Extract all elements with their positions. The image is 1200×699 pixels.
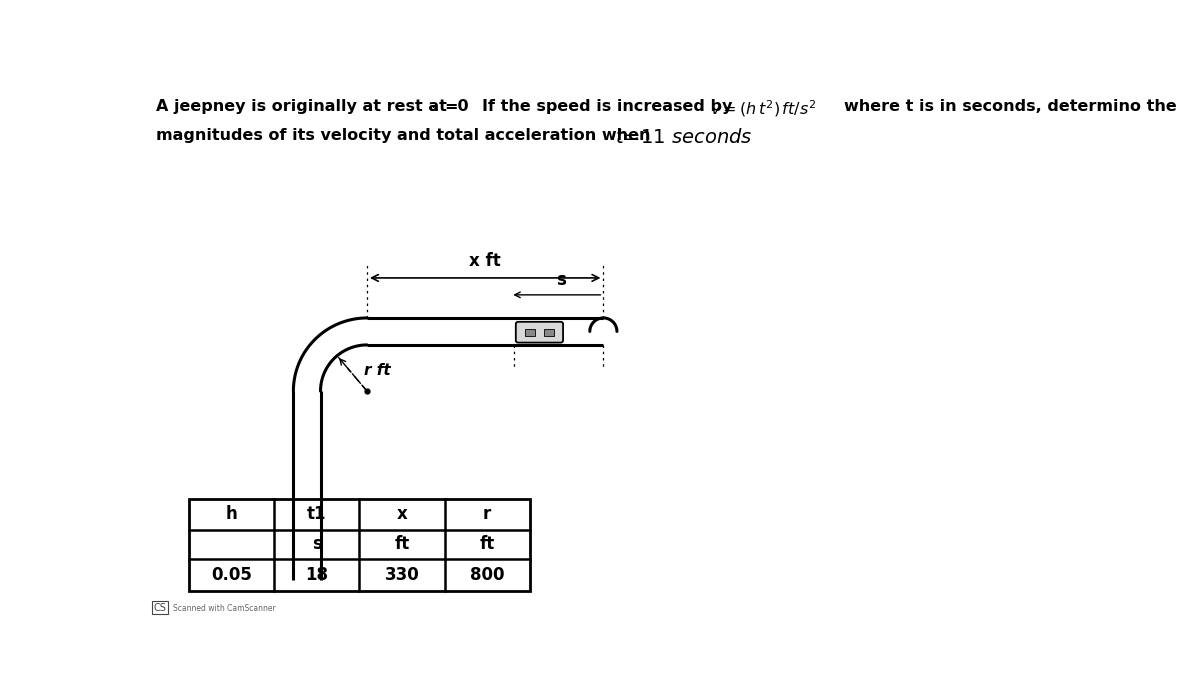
Text: where t is in seconds, determino the: where t is in seconds, determino the <box>844 99 1176 113</box>
FancyBboxPatch shape <box>516 322 563 343</box>
Text: r ft: r ft <box>364 363 390 377</box>
Text: 330: 330 <box>384 566 419 584</box>
Text: $t\!=\!11\ seconds$: $t\!=\!11\ seconds$ <box>616 128 752 147</box>
Text: r: r <box>484 505 491 524</box>
Text: ft: ft <box>395 535 409 554</box>
Text: 0.05: 0.05 <box>211 566 252 584</box>
Text: 800: 800 <box>470 566 504 584</box>
Text: $_s$: $_s$ <box>431 99 438 113</box>
Text: 18: 18 <box>305 566 328 584</box>
Text: CS: CS <box>154 603 167 613</box>
Text: s: s <box>312 535 322 554</box>
Text: If the speed is increased by: If the speed is increased by <box>481 99 732 113</box>
Bar <box>544 329 553 336</box>
Text: $v=(h\,t^2)\,ft/s^2$: $v=(h\,t^2)\,ft/s^2$ <box>709 99 816 120</box>
Bar <box>188 499 529 591</box>
Bar <box>524 329 534 336</box>
Text: A jeepney is originally at rest at: A jeepney is originally at rest at <box>156 99 448 113</box>
Text: magnitudes of its velocity and total acceleration when: magnitudes of its velocity and total acc… <box>156 128 650 143</box>
Text: x ft: x ft <box>469 252 502 271</box>
Text: =0: =0 <box>444 99 469 113</box>
Text: h: h <box>226 505 238 524</box>
Text: x: x <box>396 505 407 524</box>
Text: s: s <box>556 271 565 289</box>
Text: t1: t1 <box>307 505 326 524</box>
Text: Scanned with CamScanner: Scanned with CamScanner <box>173 604 276 613</box>
Text: ft: ft <box>480 535 494 554</box>
